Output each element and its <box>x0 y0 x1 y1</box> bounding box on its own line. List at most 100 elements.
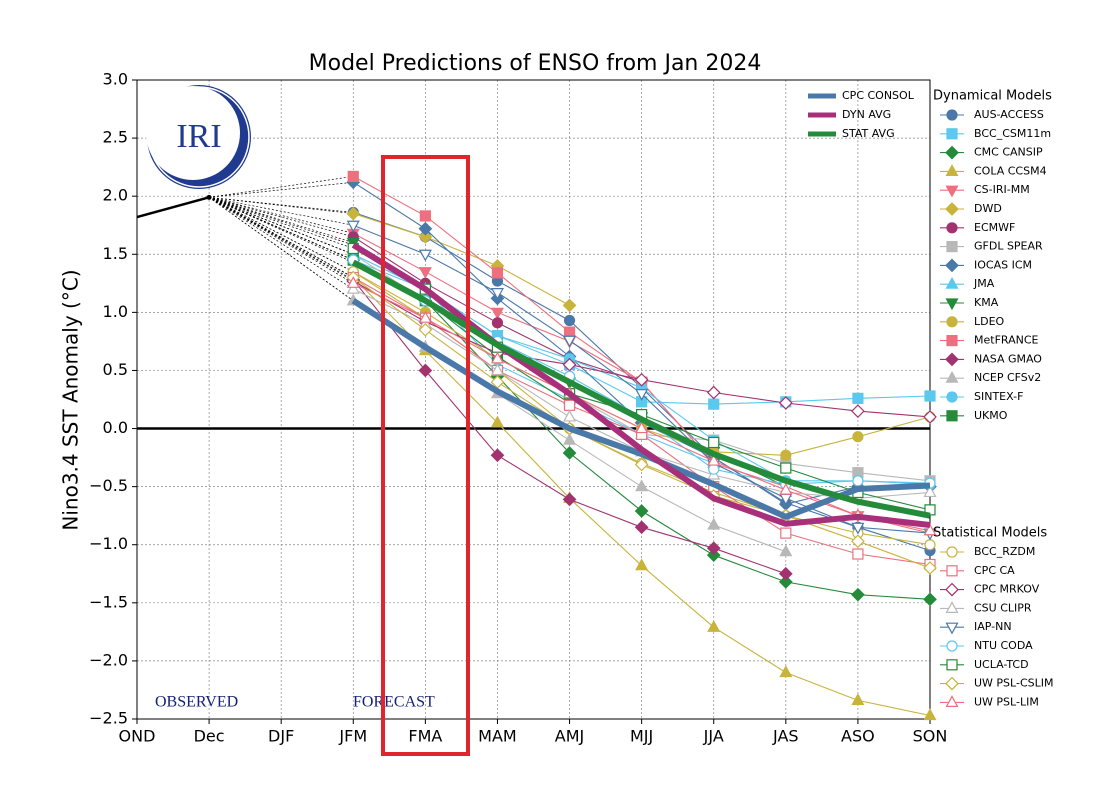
marker <box>945 276 959 289</box>
average-line <box>351 259 931 519</box>
legend-label: MetFRANCE <box>974 334 1039 347</box>
legend-label: CMC CANSIP <box>974 146 1043 159</box>
marker <box>924 390 936 402</box>
marker <box>706 385 721 400</box>
legend-label: ECMWF <box>974 221 1015 234</box>
marker <box>852 548 864 560</box>
marker <box>852 475 864 487</box>
y-tick-label: 2.5 <box>103 128 128 147</box>
marker <box>851 534 865 549</box>
legend-label: STAT AVG <box>842 127 895 140</box>
legend-label: NCEP CFSv2 <box>974 371 1041 384</box>
marker <box>635 421 649 434</box>
marker <box>707 517 721 530</box>
marker <box>634 372 649 387</box>
marker <box>923 708 937 721</box>
legend-label: SINTEX-F <box>974 390 1023 403</box>
marker <box>923 592 937 607</box>
y-tick-label: 0.0 <box>103 418 128 437</box>
marker <box>778 396 793 410</box>
average-line <box>351 298 931 520</box>
legend-label: UKMO <box>974 409 1008 422</box>
y-tick-label: 2.0 <box>103 186 128 205</box>
marker <box>780 449 792 461</box>
marker <box>491 267 504 279</box>
y-tick-label: −2.0 <box>89 650 128 669</box>
y-axis-label: Nino3.4 SST Anomaly (°C) <box>59 269 83 530</box>
average-line <box>351 242 931 528</box>
y-tick-label: −2.5 <box>89 709 128 728</box>
marker <box>945 622 959 635</box>
marker <box>946 316 958 328</box>
legend-label: UCLA-TCD <box>974 658 1029 671</box>
connector <box>209 197 354 226</box>
x-tick-label: Dec <box>194 727 225 746</box>
x-tick-label: FMA <box>408 727 442 746</box>
marker <box>562 357 577 372</box>
model-line <box>353 175 715 464</box>
marker <box>946 128 958 140</box>
marker <box>346 220 360 233</box>
marker <box>946 546 958 558</box>
chart-title: Model Predictions of ENSO from Jan 2024 <box>309 51 762 76</box>
marker <box>563 432 577 445</box>
marker <box>945 601 959 614</box>
marker <box>490 307 504 320</box>
marker <box>634 520 649 535</box>
marker <box>634 457 649 472</box>
marker <box>490 415 504 428</box>
marker <box>945 185 959 198</box>
marker <box>706 548 721 563</box>
marker <box>945 676 959 691</box>
legend: CPC CONSOL DYN AVG STAT AVG Dynamical Model… <box>808 89 1053 708</box>
marker <box>779 482 793 495</box>
connector <box>208 197 354 255</box>
marker <box>946 640 958 652</box>
legend-label: CPC CA <box>974 564 1015 577</box>
marker <box>635 479 649 492</box>
marker <box>946 335 958 347</box>
marker <box>708 398 720 410</box>
marker <box>707 619 721 632</box>
marker <box>634 504 649 518</box>
marker <box>945 298 959 311</box>
legend-label: CPC CONSOL <box>842 89 915 102</box>
marker <box>923 410 937 424</box>
plot-area: −2.5 −2.0 −1.5 −1.0 −0.5 0.0 0.5 1.0 1.5 2.0 2.5 3.… <box>89 70 947 746</box>
legend-label: NTU CODA <box>974 639 1033 652</box>
connector <box>209 181 354 198</box>
observed-label: OBSERVED <box>155 694 238 711</box>
legend-label: KMA <box>974 296 999 309</box>
legend-label: AUS-ACCESS <box>974 108 1044 121</box>
y-tick-label: 3.0 <box>103 70 128 89</box>
marker <box>563 314 576 327</box>
legend-label: UW PSL-CSLIM <box>974 677 1053 690</box>
marker <box>852 431 864 443</box>
marker <box>490 351 504 364</box>
connector <box>209 196 354 214</box>
marker <box>923 523 937 536</box>
connector <box>208 197 354 273</box>
x-tick-label: OND <box>119 727 156 746</box>
x-tick-label: JFM <box>338 727 367 746</box>
x-tick-label: MAM <box>478 727 517 746</box>
highlight-box <box>381 155 470 756</box>
marker <box>779 665 793 678</box>
x-tick-label: SON <box>913 727 948 746</box>
y-tick-label: −0.5 <box>89 476 128 495</box>
marker <box>562 446 577 460</box>
marker <box>346 206 361 221</box>
connector <box>208 197 354 302</box>
marker <box>852 392 864 404</box>
legend-label: IOCAS ICM <box>974 258 1032 271</box>
marker <box>346 276 360 288</box>
marker <box>490 288 504 300</box>
connector <box>208 197 354 243</box>
marker <box>418 249 432 262</box>
legend-label: NASA GMAO <box>974 352 1042 365</box>
legend-label: IAP-NN <box>974 620 1012 633</box>
legend-label: JMA <box>973 277 995 290</box>
marker <box>945 145 959 160</box>
marker <box>924 539 936 551</box>
